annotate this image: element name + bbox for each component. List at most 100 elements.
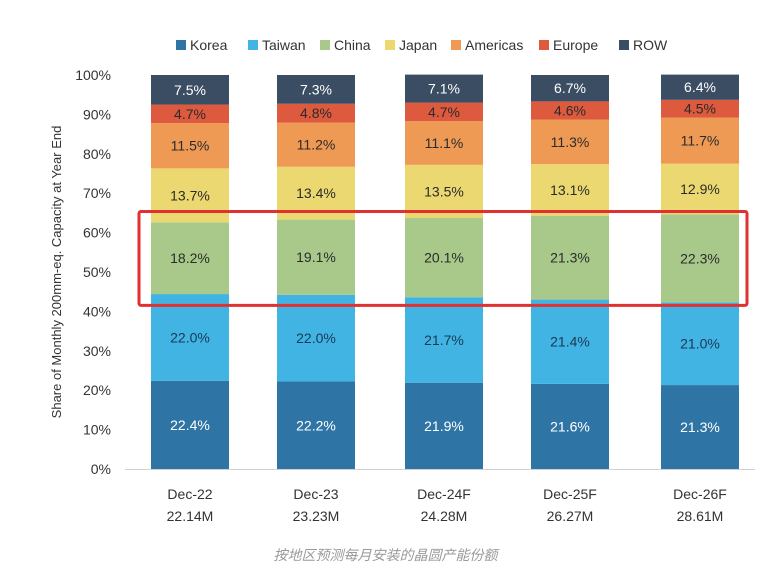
y-tick-label: 20% xyxy=(83,382,111,398)
y-axis-title: Share of Monthly 200mm-eq. Capacity at Y… xyxy=(49,126,64,419)
bar-segment-americas xyxy=(277,122,355,167)
y-tick-label: 10% xyxy=(83,422,111,438)
data-label-japan: 12.9% xyxy=(680,181,720,197)
y-tick-label: 70% xyxy=(83,185,111,201)
x-tick-label: Dec-22 xyxy=(167,486,212,502)
data-label-korea: 21.3% xyxy=(680,419,720,435)
y-tick-label: 60% xyxy=(83,225,111,241)
x-axis: Dec-22 22.14M Dec-23 23.23M Dec-24F 24.28M Dec… xyxy=(167,486,727,524)
data-label-korea: 22.2% xyxy=(296,417,336,433)
data-label-row: 7.5% xyxy=(174,82,206,98)
data-label-europe: 4.7% xyxy=(174,106,206,122)
x-tick-label: Dec-26F xyxy=(673,486,727,502)
legend-swatch-americas xyxy=(451,40,461,50)
bar-segment-china xyxy=(531,215,609,300)
bar-segment-europe xyxy=(277,103,355,123)
data-label-row: 7.3% xyxy=(300,81,332,97)
legend-item-china: China xyxy=(320,37,371,53)
legend: Korea Taiwan China Japan Americas Europe ROW xyxy=(176,37,668,53)
bar-segment-korea xyxy=(405,382,483,469)
legend-swatch-europe xyxy=(539,40,549,50)
legend-label-china: China xyxy=(334,37,371,53)
data-label-row: 7.1% xyxy=(428,81,460,97)
legend-item-americas: Americas xyxy=(451,37,523,53)
data-label-row: 6.7% xyxy=(554,80,586,96)
data-label-americas: 11.3% xyxy=(551,134,590,150)
bar-segment-china xyxy=(661,214,739,303)
legend-swatch-china xyxy=(320,40,330,50)
figure-caption: 按地区预测每月安装的晶圆产能份额 xyxy=(273,548,498,564)
bar-segment-americas xyxy=(151,123,229,169)
bar-segment-japan xyxy=(405,164,483,219)
data-label-china: 21.3% xyxy=(550,250,590,266)
bar-segment-row xyxy=(405,74,483,103)
x-subtitle-label: 22.14M xyxy=(167,508,214,524)
bar-segment-americas xyxy=(405,121,483,165)
bar-segment-taiwan xyxy=(405,297,483,383)
bar-segment-europe xyxy=(151,104,229,124)
legend-item-japan: Japan xyxy=(385,37,437,53)
data-label-taiwan: 22.0% xyxy=(170,329,210,345)
legend-swatch-row xyxy=(619,40,629,50)
legend-label-europe: Europe xyxy=(553,37,598,53)
data-label-europe: 4.5% xyxy=(684,101,716,117)
bar-segment-row xyxy=(277,75,355,104)
bar-stack-dec-24f: 21.9% 21.7% 20.1% 13.5% 11.1% 4.7% 7.1% xyxy=(405,74,483,469)
legend-label-americas: Americas xyxy=(465,37,523,53)
y-axis: 0% 10% 20% 30% 40% 50% 60% 70% 80% 90% 100% Share o… xyxy=(49,67,755,477)
bar-segment-americas xyxy=(531,119,609,165)
bar-segment-china xyxy=(151,222,229,295)
bar-segment-taiwan xyxy=(151,294,229,381)
data-label-japan: 13.7% xyxy=(170,187,210,203)
bar-segment-japan xyxy=(531,164,609,216)
data-label-americas: 11.1% xyxy=(425,135,464,151)
bar-segment-taiwan xyxy=(531,299,609,384)
bar-segment-americas xyxy=(661,117,739,164)
bar-segment-row xyxy=(151,75,229,105)
y-tick-label: 100% xyxy=(75,67,111,83)
bar-segment-china xyxy=(405,218,483,298)
x-subtitle-label: 24.28M xyxy=(421,508,468,524)
data-label-europe: 4.6% xyxy=(554,102,586,118)
data-label-taiwan: 21.7% xyxy=(424,332,464,348)
legend-swatch-taiwan xyxy=(248,40,258,50)
legend-label-row: ROW xyxy=(633,37,668,53)
data-label-china: 20.1% xyxy=(424,250,464,266)
bar-segment-row xyxy=(531,75,609,102)
bars: 22.4%22.0%18.2%13.7%11.5%4.7%7.5%22.2%22… xyxy=(151,74,739,469)
bar-segment-korea xyxy=(661,385,739,469)
x-tick-label: Dec-23 xyxy=(293,486,338,502)
legend-item-taiwan: Taiwan xyxy=(248,37,306,53)
x-tick-label: Dec-25F xyxy=(543,486,597,502)
bar-segment-japan xyxy=(661,163,739,215)
highlight-box xyxy=(137,209,749,307)
y-tick-label: 90% xyxy=(83,106,111,122)
x-subtitle-label: 26.27M xyxy=(547,508,594,524)
bar-segment-korea xyxy=(151,380,229,469)
data-label-korea: 21.9% xyxy=(424,418,464,434)
data-label-korea: 22.4% xyxy=(170,417,210,433)
bar-stack-dec-26f: 21.3% 21.0% 22.3% 12.9% 11.7% 4.5% 6.4% xyxy=(661,74,739,469)
bar-stack-dec-22: 22.4% 22.0% 18.2% 13.7% 11.5% 4.7% 7.5% xyxy=(151,75,229,469)
bar-segment-europe xyxy=(405,102,483,122)
x-subtitle-label: 28.61M xyxy=(677,508,724,524)
data-label-china: 19.1% xyxy=(296,249,336,265)
legend-item-europe: Europe xyxy=(539,37,598,53)
x-tick-label: Dec-24F xyxy=(417,486,471,502)
data-label-europe: 4.7% xyxy=(428,104,460,120)
data-label-japan: 13.1% xyxy=(550,182,590,198)
bar-segment-china xyxy=(277,219,355,295)
data-label-taiwan: 22.0% xyxy=(296,330,336,346)
legend-item-row: ROW xyxy=(619,37,668,53)
y-tick-label: 30% xyxy=(83,343,111,359)
legend-label-japan: Japan xyxy=(399,37,437,53)
legend-swatch-korea xyxy=(176,40,186,50)
data-label-japan: 13.5% xyxy=(424,183,464,199)
legend-swatch-japan xyxy=(385,40,395,50)
bar-segment-japan xyxy=(151,168,229,223)
data-label-korea: 21.6% xyxy=(550,418,590,434)
data-label-china: 18.2% xyxy=(170,250,210,266)
bar-segment-taiwan xyxy=(661,302,739,386)
